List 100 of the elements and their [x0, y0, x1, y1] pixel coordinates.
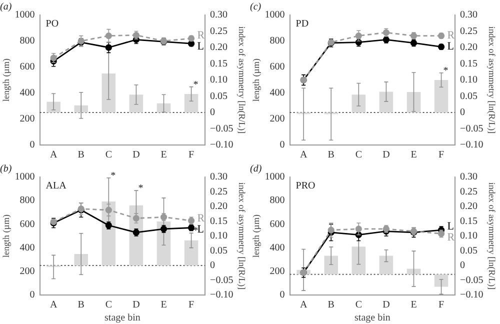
y2-tick-label: 0.15: [460, 58, 478, 70]
x-tick-label: A: [50, 300, 58, 311]
data-label: *: [110, 170, 116, 182]
y-tick-label: 600: [20, 218, 35, 230]
x-tick-label: E: [410, 150, 417, 161]
y2-tick-label: 0.30: [460, 172, 478, 183]
y2-tick-label: −0.10: [210, 290, 234, 301]
y2-tick-label: 0.05: [210, 90, 228, 102]
x-tick-label: D: [132, 150, 140, 161]
chart-title: (d): [250, 164, 262, 175]
x-tick-label: C: [355, 150, 362, 161]
y2-tick-label: 0.15: [210, 216, 228, 227]
y2-tick-label: 0.15: [210, 58, 228, 70]
y-tick-label: 600: [270, 62, 285, 73]
y2-tick-label: 0: [460, 260, 466, 272]
y2-axis-title: index of asymmetry [ln(R/L)]: [487, 26, 498, 134]
y2-tick-label: 0.25: [460, 26, 478, 37]
y-tick-label: 0: [280, 290, 285, 301]
y2-tick-label: −0.05: [210, 123, 234, 134]
y-tick-label: 600: [270, 218, 285, 230]
y2-tick-label: −0.05: [210, 274, 234, 286]
series-label: R: [197, 29, 206, 42]
y-tick-label: 200: [20, 266, 35, 278]
y-axis-title: length (µm): [250, 58, 261, 102]
y-tick-label: 600: [20, 62, 35, 73]
series-label: R: [447, 30, 456, 42]
y2-tick-label: −0.10: [460, 290, 484, 301]
x-tick-label: A: [300, 150, 308, 161]
y2-tick-label: 0.20: [460, 201, 478, 212]
y2-tick-label: 0: [210, 107, 216, 118]
x-tick-label: B: [78, 150, 85, 161]
annotation: PRO: [296, 180, 316, 192]
y-axis-title: length (µm): [0, 58, 11, 102]
chart-title: (c): [250, 2, 262, 13]
y-tick-label: 200: [270, 114, 285, 125]
x-tick-label: A: [300, 300, 308, 311]
x-tick-label: C: [105, 300, 112, 311]
y2-tick-label: −0.05: [460, 123, 484, 134]
y-tick-label: 0: [30, 140, 35, 151]
y-tick-label: 400: [270, 88, 285, 99]
series-label: L: [447, 40, 454, 53]
y2-axis-title: index of asymmetry [ln(R/L)]: [487, 182, 498, 290]
y-tick-label: 400: [20, 88, 35, 99]
x-tick-label: B: [328, 300, 335, 311]
y-tick-label: 800: [270, 195, 285, 206]
y2-tick-label: 0.20: [210, 201, 228, 212]
x-tick-label: E: [410, 300, 417, 311]
y2-tick-label: 0.30: [210, 172, 228, 183]
data-label: *: [193, 226, 198, 237]
y2-tick-label: −0.10: [460, 140, 484, 151]
series-label: L: [447, 220, 454, 232]
x-axis-title: stage bin: [354, 312, 390, 324]
y2-tick-label: 0.25: [210, 186, 228, 198]
y-tick-label: 400: [20, 242, 35, 254]
y2-tick-label: 0.10: [460, 74, 478, 86]
series-label: L: [197, 40, 204, 52]
y2-tick-label: 0.25: [460, 186, 478, 198]
x-tick-label: F: [188, 150, 195, 161]
y-tick-label: 800: [20, 36, 35, 47]
x-tick-label: E: [160, 150, 167, 161]
y2-axis-title: index of asymmetry [ln(R/L)]: [237, 182, 248, 290]
y-axis-title: length (µm): [250, 214, 261, 258]
chart-title: (a): [0, 2, 12, 13]
y-tick-label: 0: [30, 290, 35, 301]
y2-tick-label: 0.15: [460, 216, 478, 227]
y2-tick-label: 0.25: [210, 26, 228, 37]
y2-tick-label: 0.05: [460, 245, 478, 256]
x-tick-label: D: [132, 300, 140, 311]
y2-tick-label: 0: [210, 260, 216, 272]
x-tick-label: B: [328, 150, 335, 161]
x-axis-title: stage bin: [104, 312, 140, 324]
y-tick-label: 1000: [264, 10, 285, 21]
chart-title: (b): [0, 164, 12, 175]
y2-tick-label: −0.10: [210, 140, 234, 151]
series-label: L: [197, 224, 204, 236]
y2-tick-label: −0.05: [460, 274, 484, 286]
annotation: PD: [296, 18, 309, 30]
y-tick-label: 400: [270, 242, 285, 254]
data-label: *: [443, 65, 448, 76]
y-tick-label: 1000: [14, 172, 35, 183]
y-tick-label: 1000: [264, 172, 285, 183]
y-tick-label: 0: [280, 140, 285, 151]
y2-tick-label: 0.30: [210, 10, 228, 21]
x-tick-label: F: [438, 150, 445, 161]
x-tick-label: A: [50, 150, 58, 161]
annotation: PO: [46, 18, 59, 30]
x-tick-label: D: [382, 150, 390, 161]
x-tick-label: B: [78, 300, 85, 311]
y2-tick-label: 0.30: [460, 10, 478, 21]
y-tick-label: 800: [20, 195, 35, 206]
x-tick-label: C: [105, 150, 112, 161]
y2-tick-label: 0.05: [460, 90, 478, 102]
x-tick-label: F: [438, 300, 445, 311]
x-tick-label: E: [160, 300, 167, 311]
x-tick-label: D: [382, 300, 390, 311]
x-tick-label: C: [355, 300, 362, 311]
y-tick-label: 200: [20, 114, 35, 125]
y-tick-label: 1000: [14, 10, 35, 21]
y2-tick-label: 0.10: [210, 230, 228, 242]
x-tick-label: F: [188, 300, 195, 311]
